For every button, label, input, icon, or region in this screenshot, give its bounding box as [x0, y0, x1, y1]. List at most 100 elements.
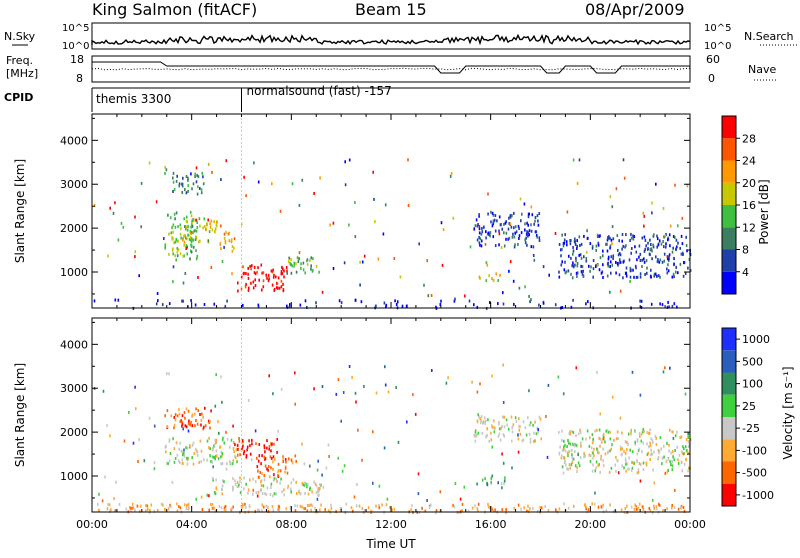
range-gate-cell: [592, 267, 595, 271]
range-gate-cell: [591, 469, 594, 473]
range-gate-cell: [526, 509, 528, 513]
range-gate-cell: [97, 502, 99, 506]
range-gate-cell: [564, 260, 566, 264]
scatter-cell: [662, 370, 665, 374]
scatter-cell: [452, 216, 455, 220]
range-gate-cell: [172, 437, 174, 441]
range-gate-cell: [306, 509, 309, 513]
scatter-cell: [351, 376, 353, 379]
range-gate-cell: [632, 237, 635, 241]
range-gate-cell: [510, 415, 513, 419]
range-gate-cell: [570, 463, 573, 467]
scatter-cell: [479, 382, 481, 386]
colorbar-swatch: [722, 350, 736, 373]
scatter-cell: [399, 275, 402, 279]
range-gate-cell: [621, 452, 623, 456]
range-gate-cell: [290, 490, 292, 494]
scatter-cell: [662, 207, 665, 210]
range-gate-cell: [194, 303, 197, 307]
range-gate-cell: [283, 493, 285, 497]
range-gate-cell: [576, 247, 578, 250]
range-gate-cell: [649, 428, 651, 432]
range-gate-cell: [594, 469, 597, 473]
scatter-cell: [397, 440, 400, 444]
range-gate-cell: [213, 220, 215, 224]
range-gate-cell: [236, 443, 239, 447]
range-gate-cell: [638, 244, 641, 248]
range-gate-cell: [563, 456, 565, 459]
range-gate-cell: [657, 502, 660, 506]
scatter-cell: [651, 211, 653, 215]
range-gate-cell: [226, 462, 228, 466]
range-gate-cell: [164, 246, 166, 250]
range-gate-cell: [606, 429, 609, 433]
range-gate-cell: [636, 471, 639, 475]
scatter-cell: [182, 281, 185, 285]
range-gate-cell: [577, 461, 580, 465]
range-gate-cell: [476, 224, 479, 228]
range-gate-cell: [583, 452, 585, 455]
range-gate-cell: [452, 503, 454, 507]
range-gate-cell: [292, 478, 295, 482]
range-gate-cell: [319, 508, 321, 512]
range-gate-cell: [658, 503, 661, 507]
range-gate-cell: [680, 435, 683, 439]
range-gate-cell: [574, 237, 576, 241]
range-gate-cell: [518, 237, 520, 240]
range-gate-cell: [219, 455, 222, 459]
scatter-cell: [585, 250, 588, 254]
scatter-cell: [171, 480, 174, 484]
range-gate-cell: [651, 439, 654, 443]
range-gate-cell: [303, 483, 306, 487]
range-gate-cell: [600, 505, 603, 509]
range-gate-cell: [639, 299, 641, 303]
scatter-cell: [172, 280, 174, 284]
range-gate-cell: [649, 441, 651, 445]
range-gate-cell: [668, 449, 670, 453]
range-gate-cell: [305, 482, 307, 486]
range-gate-cell: [168, 252, 170, 256]
scatter-cell: [664, 472, 667, 475]
range-gate-cell: [642, 461, 645, 465]
range-gate-cell: [275, 275, 277, 279]
range-gate-cell: [680, 450, 683, 454]
scatter-cell: [586, 229, 588, 233]
range-gate-cell: [212, 506, 215, 510]
date-title: 08/Apr/2009: [585, 0, 685, 19]
range-gate-cell: [211, 503, 214, 506]
range-gate-cell: [527, 223, 529, 227]
range-gate-cell: [568, 254, 570, 258]
range-gate-cell: [202, 182, 205, 186]
range-gate-cell: [181, 299, 183, 303]
range-gate-cell: [248, 504, 251, 508]
range-gate-cell: [385, 503, 388, 507]
scatter-cell: [577, 453, 579, 457]
range-gate-cell: [484, 477, 486, 481]
range-gate-cell: [208, 508, 210, 512]
range-gate-cell: [381, 503, 383, 507]
scatter-cell: [253, 161, 255, 165]
range-gate-cell: [175, 237, 178, 241]
scatter-cell: [109, 434, 111, 438]
range-gate-cell: [378, 506, 381, 510]
range-gate-cell: [477, 502, 480, 506]
range-gate-cell: [236, 460, 238, 464]
range-gate-cell: [535, 234, 538, 237]
range-gate-cell: [169, 503, 171, 507]
range-gate-cell: [580, 256, 583, 260]
range-gate-cell: [406, 304, 408, 308]
range-gate-cell: [190, 225, 192, 229]
range-gate-cell: [479, 243, 481, 247]
range-gate-cell: [107, 503, 109, 507]
range-gate-cell: [667, 457, 670, 461]
scatter-cell: [140, 225, 142, 229]
range-gate-cell: [638, 432, 641, 436]
range-gate-cell: [490, 438, 493, 442]
range-gate-cell: [523, 506, 525, 510]
range-gate-cell: [507, 237, 509, 241]
range-gate-cell: [630, 432, 632, 436]
range-gate-cell: [155, 302, 158, 306]
range-gate-cell: [315, 264, 318, 268]
scatter-cell: [182, 427, 184, 431]
scatter-cell: [168, 372, 170, 376]
